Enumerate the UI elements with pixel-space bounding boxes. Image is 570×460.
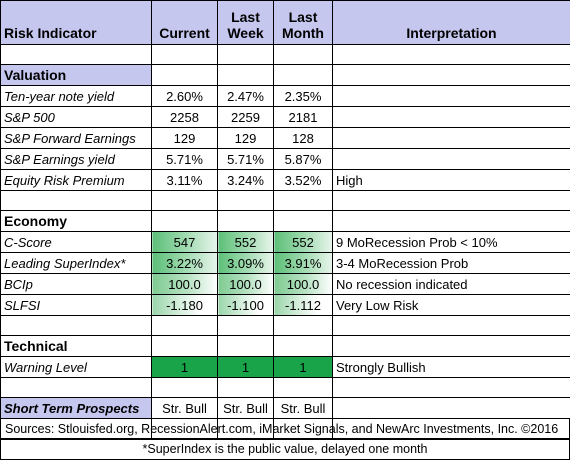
- section-technical-row: Technical: [1, 336, 570, 357]
- table-row: Equity Risk Premium 3.11% 3.24% 3.52% Hi…: [1, 170, 570, 191]
- header-current: Current: [152, 1, 218, 45]
- cell-current: -1.180: [152, 295, 218, 316]
- cell-last-week: 100.0: [218, 274, 274, 295]
- cell-last-week: 552: [218, 232, 274, 253]
- cell-last-week: 129: [218, 128, 274, 149]
- section-valuation-row: Valuation: [1, 65, 570, 86]
- cell-current: 129: [152, 128, 218, 149]
- cell-current: 5.71%: [152, 149, 218, 170]
- cell-interpretation: Strongly Bullish: [333, 357, 570, 378]
- header-risk-indicator: Risk Indicator: [1, 1, 152, 45]
- cell-current: 547: [152, 232, 218, 253]
- cell-last-month: 3.52%: [274, 170, 333, 191]
- prospects-current: Str. Bull: [152, 398, 218, 419]
- header-interpretation: Interpretation: [333, 1, 570, 45]
- cell-current: 3.22%: [152, 253, 218, 274]
- prospects-interpretation: [333, 398, 570, 419]
- cell-last-month: 2.35%: [274, 86, 333, 107]
- cell-last-week: 1: [218, 357, 274, 378]
- cell-last-month: 552: [274, 232, 333, 253]
- row-label: Leading SuperIndex*: [1, 253, 152, 274]
- cell-interpretation: No recession indicated: [333, 274, 570, 295]
- cell-last-month: 5.87%: [274, 149, 333, 170]
- table-row: S&P Earnings yield 5.71% 5.71% 5.87%: [1, 149, 570, 170]
- cell-interpretation: 9 MoRecession Prob < 10%: [333, 232, 570, 253]
- cell-last-month: 3.91%: [274, 253, 333, 274]
- spacer-row: [1, 316, 570, 336]
- cell-last-month: 128: [274, 128, 333, 149]
- prospects-last-month: Str. Bull: [274, 398, 333, 419]
- row-label: BCIp: [1, 274, 152, 295]
- cell-last-month: 2181: [274, 107, 333, 128]
- table-row: S&P 500 2258 2259 2181: [1, 107, 570, 128]
- cell-current: 100.0: [152, 274, 218, 295]
- prospects-row: Short Term Prospects Str. Bull Str. Bull…: [1, 398, 570, 419]
- section-technical-title: Technical: [1, 336, 152, 357]
- cell-last-week: 5.71%: [218, 149, 274, 170]
- header-last-week-line1: Last: [221, 9, 270, 25]
- footnote: *SuperIndex is the public value, delayed…: [0, 439, 570, 460]
- header-last-month-line1: Last: [277, 9, 329, 25]
- sources-note: Sources: Stlouisfed.org, RecessionAlert.…: [0, 418, 570, 440]
- row-label: Warning Level: [1, 357, 152, 378]
- section-economy-title: Economy: [1, 211, 152, 232]
- prospects-last-week: Str. Bull: [218, 398, 274, 419]
- spacer-row: [1, 191, 570, 211]
- cell-interpretation: 3-4 MoRecession Prob: [333, 253, 570, 274]
- spacer-row: [1, 45, 570, 65]
- table-row: Warning Level 1 1 1 Strongly Bullish: [1, 357, 570, 378]
- table-row: S&P Forward Earnings 129 129 128: [1, 128, 570, 149]
- row-label: Equity Risk Premium: [1, 170, 152, 191]
- cell-last-week: 2259: [218, 107, 274, 128]
- prospects-label: Short Term Prospects: [1, 398, 152, 419]
- section-valuation-title: Valuation: [1, 65, 152, 86]
- cell-current: 1: [152, 357, 218, 378]
- cell-last-month: 1: [274, 357, 333, 378]
- cell-interpretation: Very Low Risk: [333, 295, 570, 316]
- cell-interpretation: [333, 107, 570, 128]
- cell-interpretation: [333, 149, 570, 170]
- header-last-month-line2: Month: [277, 25, 329, 41]
- table-row: Leading SuperIndex* 3.22% 3.09% 3.91% 3-…: [1, 253, 570, 274]
- row-label: SLFSI: [1, 295, 152, 316]
- row-label: Ten-year note yield: [1, 86, 152, 107]
- section-economy-row: Economy: [1, 211, 570, 232]
- cell-last-week: 3.09%: [218, 253, 274, 274]
- header-last-week-line2: Week: [221, 25, 270, 41]
- row-label: S&P Earnings yield: [1, 149, 152, 170]
- cell-current: 2258: [152, 107, 218, 128]
- cell-last-week: 3.24%: [218, 170, 274, 191]
- table-row: C-Score 547 552 552 9 MoRecession Prob <…: [1, 232, 570, 253]
- cell-interpretation: [333, 86, 570, 107]
- cell-last-week: -1.100: [218, 295, 274, 316]
- row-label: S&P 500: [1, 107, 152, 128]
- cell-current: 2.60%: [152, 86, 218, 107]
- cell-current: 3.11%: [152, 170, 218, 191]
- table-row: BCIp 100.0 100.0 100.0 No recession indi…: [1, 274, 570, 295]
- row-label: S&P Forward Earnings: [1, 128, 152, 149]
- table-row: SLFSI -1.180 -1.100 -1.112 Very Low Risk: [1, 295, 570, 316]
- cell-last-month: 100.0: [274, 274, 333, 295]
- spacer-row: [1, 378, 570, 398]
- cell-last-month: -1.112: [274, 295, 333, 316]
- cell-interpretation: High: [333, 170, 570, 191]
- cell-last-week: 2.47%: [218, 86, 274, 107]
- row-label: C-Score: [1, 232, 152, 253]
- table-row: Ten-year note yield 2.60% 2.47% 2.35%: [1, 86, 570, 107]
- cell-interpretation: [333, 128, 570, 149]
